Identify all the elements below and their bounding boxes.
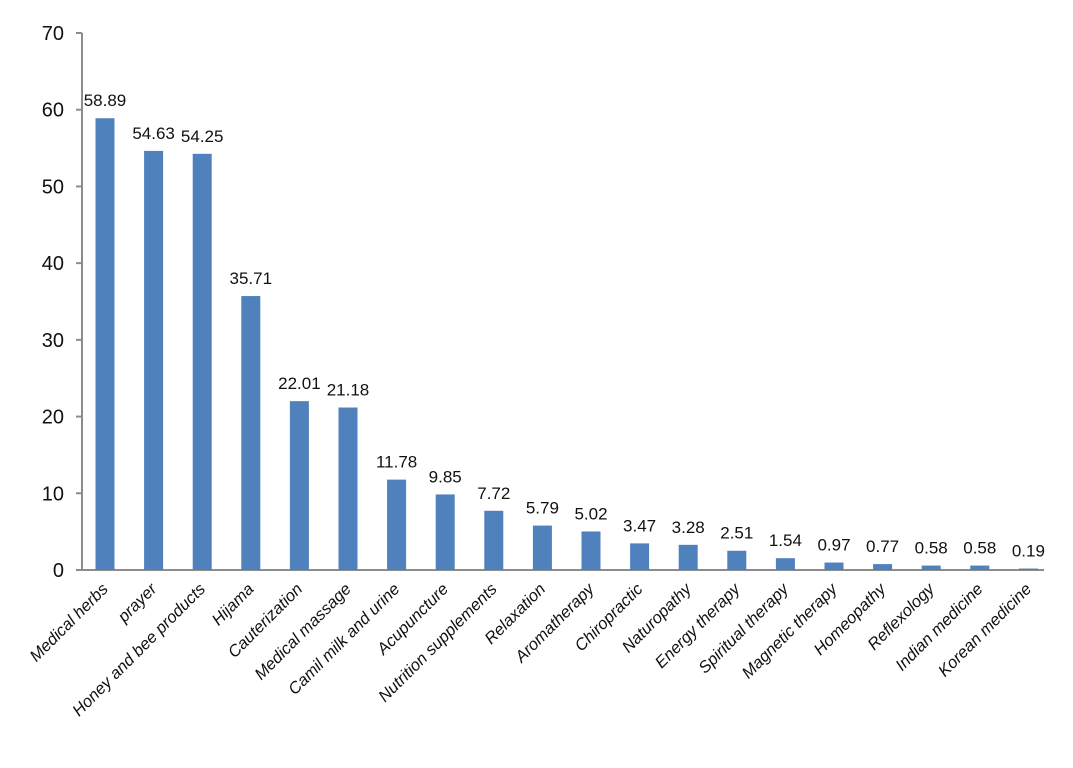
data-label: 0.58	[963, 539, 996, 558]
data-label: 54.25	[181, 127, 224, 146]
y-tick-label: 20	[42, 407, 64, 429]
bars	[95, 118, 1038, 571]
bar	[873, 564, 893, 570]
data-label: 7.72	[477, 484, 510, 503]
bar	[678, 544, 698, 570]
bar	[727, 550, 747, 570]
data-label: 0.77	[866, 537, 899, 556]
data-label: 5.02	[574, 504, 607, 523]
bar	[192, 153, 212, 570]
bar	[824, 562, 844, 570]
bar	[581, 531, 601, 570]
data-label: 1.54	[769, 531, 802, 550]
y-axis: 0 10 20 30 40 50 60 70	[42, 23, 83, 582]
data-label: 0.97	[817, 536, 850, 555]
data-label: 11.78	[376, 453, 417, 472]
bar	[435, 494, 455, 570]
bar	[970, 565, 990, 570]
category-label: Hijama	[209, 580, 258, 629]
bar	[532, 525, 552, 570]
data-label: 3.28	[672, 518, 705, 537]
data-label: 58.89	[84, 91, 127, 110]
data-label: 21.18	[327, 381, 370, 400]
category-label: Medical herbs	[26, 580, 111, 665]
y-tick-label: 50	[42, 176, 64, 198]
y-tick-label: 0	[53, 560, 64, 582]
data-label: 3.47	[623, 516, 656, 535]
bar	[921, 565, 941, 570]
data-label: 0.58	[915, 539, 948, 558]
bar	[144, 150, 164, 570]
data-label: 2.51	[720, 524, 753, 543]
y-tick-label: 40	[42, 253, 64, 275]
data-label: 9.85	[429, 467, 462, 486]
y-tick-label: 70	[42, 23, 64, 45]
category-label: Korean medicine	[935, 580, 1035, 680]
y-tick-label: 60	[42, 100, 64, 122]
bar	[1018, 568, 1038, 570]
category-label: Indian medicine	[892, 580, 986, 674]
bar	[630, 543, 650, 570]
y-tick-label: 30	[42, 330, 64, 352]
data-labels: 58.89 54.63 54.25 35.71 22.01 21.18 11.78 9.85 7…	[84, 91, 1045, 560]
category-label: prayer	[114, 579, 162, 627]
category-label: Energy therapy	[652, 579, 745, 672]
bar	[338, 407, 358, 570]
y-tick-label: 10	[42, 483, 64, 505]
data-label: 5.79	[526, 499, 559, 518]
bar	[95, 118, 115, 571]
bar	[387, 479, 407, 570]
data-label: 0.19	[1012, 542, 1045, 561]
bar	[289, 401, 309, 570]
data-label: 35.71	[230, 269, 273, 288]
bar	[484, 510, 504, 570]
data-label: 54.63	[132, 124, 175, 143]
data-label: 22.01	[278, 374, 321, 393]
bar	[775, 558, 795, 570]
category-label: Spiritual therapy	[695, 579, 793, 677]
bar	[241, 296, 261, 570]
